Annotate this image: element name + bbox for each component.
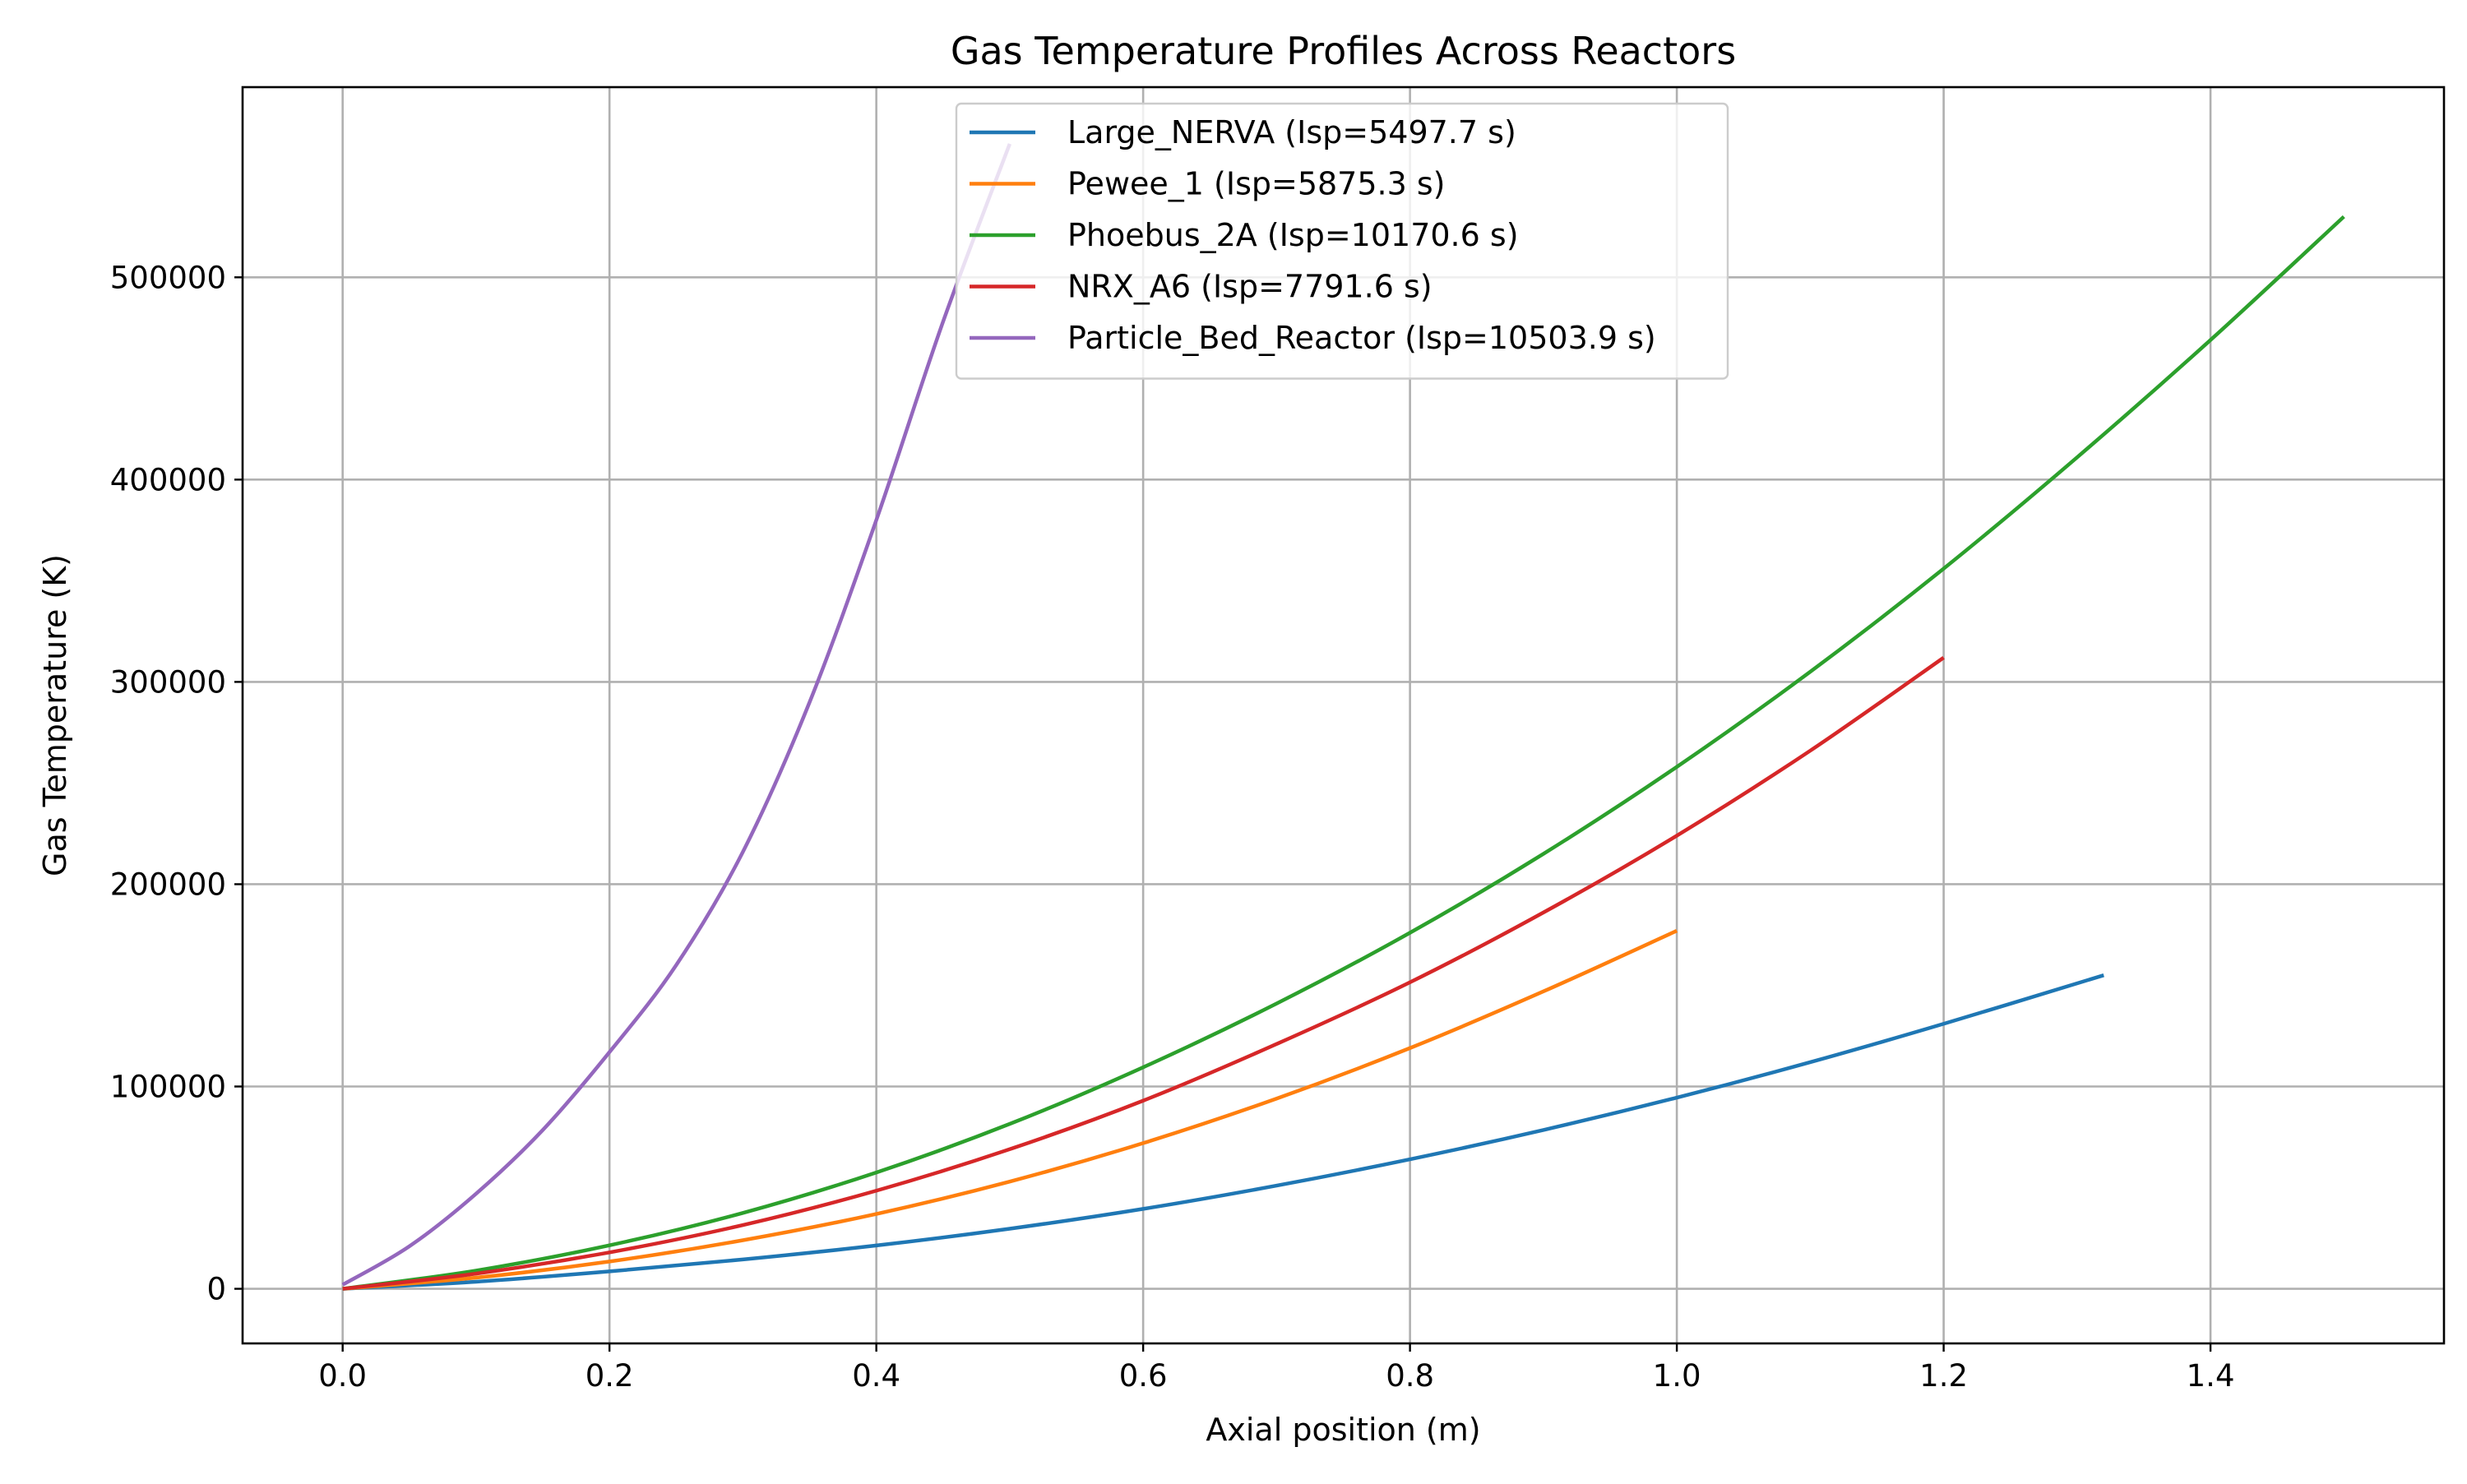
legend-entry-3: NRX_A6 (Isp=7791.6 s) xyxy=(1067,269,1433,305)
legend-frame xyxy=(955,102,1729,380)
legend: Large_NERVA (Isp=5497.7 s) Pewee_1 (Isp=5… xyxy=(955,102,1729,380)
axis-ticks: 0.0 0.2 0.4 0.6 0.8 1.0 1.2 1.4 0 100000 200000 300… xyxy=(110,260,2235,1394)
y-tick-label: 100000 xyxy=(110,1070,226,1105)
series-line-4 xyxy=(341,143,1011,1287)
x-tick-label: 1.4 xyxy=(2187,1358,2235,1394)
series-group xyxy=(341,143,2345,1291)
x-tick-label: 1.2 xyxy=(1919,1358,1968,1394)
legend-entry-1: Pewee_1 (Isp=5875.3 s) xyxy=(1067,166,1446,202)
y-tick-label: 200000 xyxy=(110,867,226,902)
series-line-2 xyxy=(342,215,2345,1291)
y-axis-label: Gas Temperature (K) xyxy=(37,554,73,876)
y-tick-label: 300000 xyxy=(110,664,226,700)
series-line-1 xyxy=(342,929,1678,1291)
x-tick-label: 0.2 xyxy=(586,1358,634,1394)
x-tick-label: 1.0 xyxy=(1653,1358,1701,1394)
x-tick-label: 0.8 xyxy=(1386,1358,1434,1394)
series-line-3 xyxy=(342,656,1945,1291)
legend-entry-2: Phoebus_2A (Isp=10170.6 s) xyxy=(1067,217,1519,253)
y-tick-label: 400000 xyxy=(110,462,226,497)
x-tick-label: 0.4 xyxy=(852,1358,900,1394)
plot-frame xyxy=(241,86,2446,1345)
legend-entry-0: Large_NERVA (Isp=5497.7 s) xyxy=(1067,114,1516,150)
y-tick-label: 0 xyxy=(206,1272,226,1307)
series-line-0 xyxy=(342,973,2104,1291)
legend-entry-4: Particle_Bed_Reactor (Isp=10503.9 s) xyxy=(1067,320,1656,356)
x-tick-label: 0.0 xyxy=(318,1358,367,1394)
y-tick-label: 500000 xyxy=(110,260,226,295)
x-tick-label: 0.6 xyxy=(1119,1358,1168,1394)
x-axis-label: Axial position (m) xyxy=(1206,1412,1480,1448)
chart-title: Gas Temperature Profiles Across Reactors xyxy=(951,29,1736,73)
